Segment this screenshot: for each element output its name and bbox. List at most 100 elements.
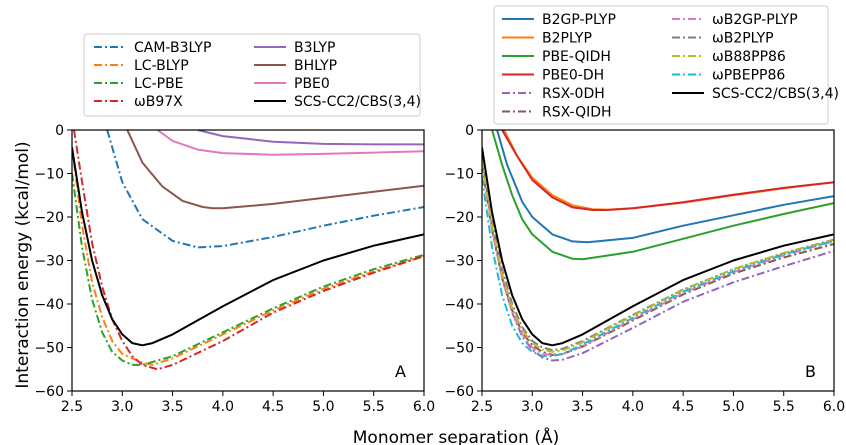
legend-label: LC-PBE bbox=[134, 76, 184, 92]
legend-item-rsx-qidh: RSX-QIDH bbox=[502, 105, 612, 121]
x-tick-label: 3.5 bbox=[161, 399, 183, 415]
legend-box bbox=[83, 33, 421, 117]
series-line-omega-b2plyp bbox=[482, 155, 834, 352]
legend-label: PBE0 bbox=[294, 76, 330, 92]
series-line-omega-pbepp86 bbox=[482, 177, 834, 358]
series-line-b2gp-plyp bbox=[496, 130, 834, 244]
x-tick-label: 5.0 bbox=[722, 399, 744, 415]
legend-label: PBE0-DH bbox=[542, 68, 604, 84]
y-tick-label: −30 bbox=[34, 254, 64, 270]
legend-item-lc-blyp: LC-BLYP bbox=[94, 58, 189, 74]
legend: B2GP-PLYP B2PLYP PBE-QIDH PBE0-DH RSX-0DH RSX… bbox=[493, 5, 839, 125]
series-lines bbox=[482, 130, 834, 362]
legend-label: CAM-B3LYP bbox=[134, 40, 211, 56]
legend-label: ωPBEPP86 bbox=[712, 68, 785, 84]
legend-label: RSX-QIDH bbox=[542, 105, 612, 121]
legend-label: ωB2PLYP bbox=[712, 31, 774, 47]
axes-frame bbox=[71, 129, 425, 392]
series-line-omega-b88pp86 bbox=[482, 160, 834, 353]
y-tick-label: 0 bbox=[465, 123, 474, 139]
series-lines bbox=[72, 130, 424, 371]
series-line-pbe0-dh bbox=[501, 130, 834, 211]
legend-label: B2GP-PLYP bbox=[542, 12, 616, 28]
x-axis-label: Monomer separation (Å) bbox=[353, 426, 559, 445]
legend-item-bhlyp: BHLYP bbox=[254, 58, 337, 74]
legend-label: RSX-0DH bbox=[542, 86, 605, 102]
series-line-bhlyp bbox=[126, 130, 424, 210]
x-tick-label: 4.5 bbox=[672, 399, 694, 415]
series-line-b3lyp bbox=[197, 130, 424, 146]
x-tick-label: 2.5 bbox=[471, 399, 493, 415]
series-line-lc-pbe bbox=[72, 173, 424, 366]
legend-item-b2plyp: B2PLYP bbox=[502, 31, 592, 47]
legend-label: BHLYP bbox=[294, 58, 337, 74]
series-line-rsx-0dh bbox=[482, 155, 834, 362]
legend-label: ωB97X bbox=[134, 94, 183, 110]
series-line-omega-b2gp-plyp bbox=[482, 160, 834, 357]
chart-panels: 2.5 3.0 3.5 4.0 4.5 5.0 5.5 6.0 −60 −50 −40 −30 −20 −… bbox=[34, 5, 845, 415]
y-tick-label: −20 bbox=[34, 210, 64, 226]
y-tick-label: −50 bbox=[34, 341, 64, 357]
y-tick-label: −10 bbox=[34, 167, 64, 183]
legend-item-omega-b88pp86: ωB88PP86 bbox=[672, 49, 786, 65]
y-tick-label: −50 bbox=[444, 341, 474, 357]
series-line-pbe-qidh bbox=[491, 130, 834, 261]
legend-item-omega-b2plyp: ωB2PLYP bbox=[672, 31, 774, 47]
legend-label: SCS-CC2/CBS(3,4) bbox=[294, 94, 421, 110]
series-line-lc-blyp bbox=[72, 147, 424, 366]
legend-label: B3LYP bbox=[294, 40, 335, 56]
series-line-rsx-qidh bbox=[482, 164, 834, 356]
x-tick-label: 2.5 bbox=[61, 399, 83, 415]
x-tick-label: 6.0 bbox=[413, 399, 435, 415]
legend-item-omega-b97x: ωB97X bbox=[94, 94, 183, 110]
legend-item-omega-pbepp86: ωPBEPP86 bbox=[672, 68, 785, 84]
legend-item-b2gp-plyp: B2GP-PLYP bbox=[502, 12, 616, 28]
legend-label: ωB2GP-PLYP bbox=[712, 12, 798, 28]
series-line-pbe0 bbox=[156, 130, 424, 156]
legend: CAM-B3LYP LC-BLYP LC-PBE ωB97X B3LYP BHLYP PBE… bbox=[83, 33, 421, 117]
series-line-omega-b97x bbox=[73, 130, 424, 371]
legend-item-pbe0-dh: PBE0-DH bbox=[502, 68, 604, 84]
legend-label: PBE-QIDH bbox=[542, 49, 611, 65]
legend-label: SCS-CC2/CBS(3,4) bbox=[712, 86, 839, 102]
x-tick-label: 4.0 bbox=[622, 399, 644, 415]
x-tick-label: 6.0 bbox=[823, 399, 845, 415]
legend-item-scs-cc2-cbs-3-4: SCS-CC2/CBS(3,4) bbox=[672, 86, 839, 102]
legend-box bbox=[493, 5, 829, 125]
y-tick-label: 0 bbox=[55, 123, 64, 139]
y-axis-label: Interaction energy (kcal/mol) bbox=[13, 141, 33, 388]
x-tick-label: 3.5 bbox=[571, 399, 593, 415]
x-tick-label: 3.0 bbox=[521, 399, 543, 415]
x-tick-label: 4.5 bbox=[262, 399, 284, 415]
x-tick-label: 3.0 bbox=[111, 399, 133, 415]
y-tick-label: −60 bbox=[34, 384, 64, 400]
legend-item-omega-b2gp-plyp: ωB2GP-PLYP bbox=[672, 12, 798, 28]
x-tick-label: 5.0 bbox=[312, 399, 334, 415]
y-tick-label: −40 bbox=[34, 297, 64, 313]
legend-item-cam-b3lyp: CAM-B3LYP bbox=[94, 40, 211, 56]
y-tick-label: −60 bbox=[444, 384, 474, 400]
panel-a: 2.5 3.0 3.5 4.0 4.5 5.0 5.5 6.0 −60 −50 −40 −30 −20 −… bbox=[34, 33, 435, 415]
series-line-cam-b3lyp bbox=[106, 130, 424, 249]
y-tick-label: −20 bbox=[444, 210, 474, 226]
panel-label: B bbox=[805, 362, 816, 381]
legend-item-scs-cc2-cbs-3-4: SCS-CC2/CBS(3,4) bbox=[254, 94, 421, 110]
x-tick-label: 5.5 bbox=[773, 399, 795, 415]
x-tick-label: 5.5 bbox=[363, 399, 385, 415]
panel-b: 2.5 3.0 3.5 4.0 4.5 5.0 5.5 6.0 −60 −50 −40 −30 −20 −… bbox=[444, 5, 845, 415]
panel-label: A bbox=[395, 362, 406, 381]
legend-label: LC-BLYP bbox=[134, 58, 189, 74]
series-line-scs-cc2-cbs-3-4 bbox=[72, 147, 424, 347]
y-tick-label: −40 bbox=[444, 297, 474, 313]
legend-item-pbe-qidh: PBE-QIDH bbox=[502, 49, 611, 65]
legend-item-b3lyp: B3LYP bbox=[254, 40, 335, 56]
legend-label: B2PLYP bbox=[542, 31, 592, 47]
legend-item-pbe0: PBE0 bbox=[254, 76, 330, 92]
series-line-scs-cc2-cbs-3-4 bbox=[482, 147, 834, 347]
legend-label: ωB88PP86 bbox=[712, 49, 786, 65]
x-tick-label: 4.0 bbox=[212, 399, 234, 415]
y-tick-label: −10 bbox=[444, 167, 474, 183]
y-tick-label: −30 bbox=[444, 254, 474, 270]
legend-item-rsx-0dh: RSX-0DH bbox=[502, 86, 605, 102]
